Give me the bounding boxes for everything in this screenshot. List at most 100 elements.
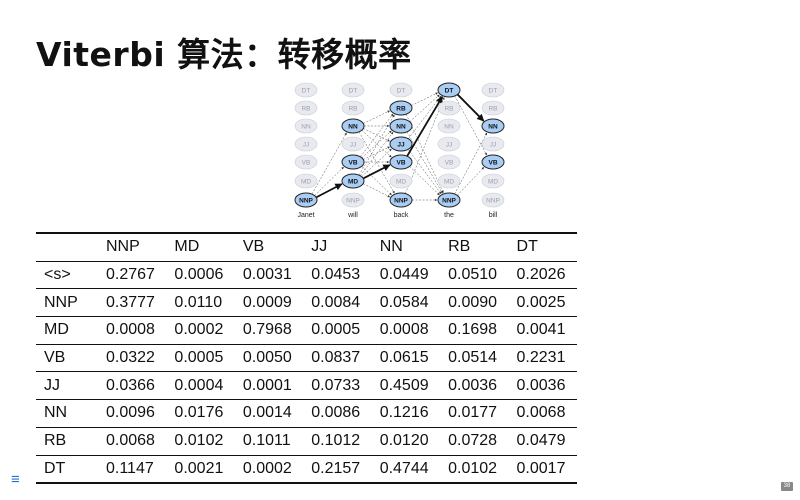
svg-text:DT: DT [445,87,454,94]
probability-cell: 0.0006 [174,266,224,284]
table-row: JJ 0.0366 0.0004 0.0001 0.0733 0.4509 0.0036 0.… [36,372,577,400]
page-number: 38 [781,482,793,491]
probability-cell: 0.0728 [448,432,498,450]
table-row: DT 0.1147 0.0021 0.0002 0.2157 0.4744 0.0102 0.… [36,455,577,484]
state-node-nnp: NNP [481,192,505,208]
state-node-nnp: NNP [389,192,413,208]
probability-cell: 0.0004 [174,376,224,394]
probability-cell: 0.0584 [379,293,429,311]
svg-text:VB: VB [396,159,405,166]
probability-cell: 0.0068 [106,432,155,450]
best-path-arrow [315,183,343,199]
row-label: MD [44,321,69,339]
transition-arrow [363,110,390,124]
state-node-md: MD [437,173,461,189]
svg-text:JJ: JJ [446,141,453,148]
table-row: <s> 0.2767 0.0006 0.0031 0.0453 0.0449 0.0510 0… [36,261,577,289]
svg-text:NN: NN [488,123,498,130]
menu-icon[interactable]: ≡ [11,471,20,488]
probability-cell: 0.4509 [379,376,429,394]
probability-cell: 0.0102 [174,432,224,450]
transition-arrow [358,131,395,194]
state-node-nn: NN [437,118,461,134]
probability-cell: 0.0733 [311,376,361,394]
probability-cell: 0.0102 [448,459,498,477]
probability-cell: 0.0510 [448,266,498,284]
probability-cell: 0.1012 [311,432,361,450]
transition-arrow [406,131,443,194]
svg-text:NNP: NNP [346,197,360,204]
state-node-md: MD [481,173,505,189]
svg-text:MD: MD [396,178,406,185]
transition-arrow [454,132,488,195]
table-row: NN 0.0096 0.0176 0.0014 0.0086 0.1216 0.0177 0.… [36,400,577,428]
column-header-dt: DT [516,238,538,256]
svg-text:MD: MD [348,178,358,185]
probability-cell: 0.0096 [106,404,155,422]
state-node-jj: JJ [481,136,505,152]
state-node-nnp: NNP [294,192,318,208]
svg-text:RB: RB [348,105,357,112]
probability-cell: 0.0036 [516,376,566,394]
state-node-nn: NN [294,118,318,134]
transition-arrow [411,92,438,106]
best-path-arrow [362,164,391,180]
svg-text:JJ: JJ [490,141,497,148]
state-node-nn: NN [389,118,413,134]
state-node-jj: JJ [437,136,461,152]
transition-arrow [360,131,394,176]
probability-cell: 0.0110 [174,293,223,311]
state-node-nn: NN [341,118,365,134]
transition-arrow [361,130,392,158]
state-node-rb: RB [341,100,365,116]
column-header-nnp: NNP [106,238,140,256]
svg-text:DT: DT [302,87,311,94]
transition-arrow [363,128,390,142]
transition-arrow [360,113,394,157]
probability-cell: 0.0068 [516,404,566,422]
word-label: will [347,212,358,219]
transition-arrow [358,114,395,176]
probability-cell: 0.7968 [242,321,292,339]
column-header-nn: NN [379,238,403,256]
column-header-vb: VB [242,238,265,256]
word-label: back [394,212,409,219]
state-node-rb: RB [437,100,461,116]
transition-arrow [409,94,440,122]
probability-cell: 0.0002 [174,321,224,339]
svg-text:MD: MD [488,178,498,185]
state-node-dt: DT [389,82,413,98]
probability-cell: 0.0005 [174,349,224,367]
state-node-jj: JJ [341,136,365,152]
word-label: bill [489,212,498,219]
probability-cell: 0.0120 [379,432,429,450]
probability-cell: 0.2157 [311,459,361,477]
state-node-nn: NN [481,118,505,134]
state-node-dt: DT [294,82,318,98]
svg-text:VB: VB [445,159,454,166]
table-row: VB 0.0322 0.0005 0.0050 0.0837 0.0615 0.0514 0.… [36,344,577,372]
probability-cell: 0.0021 [174,459,224,477]
svg-text:MD: MD [444,178,454,185]
probability-cell: 0.0366 [106,376,155,394]
trellis-edges [311,92,488,202]
best-path-arrow [406,96,444,157]
svg-text:RB: RB [488,105,497,112]
probability-cell: 0.0009 [242,293,292,311]
probability-cell: 0.0036 [448,376,498,394]
probability-cell: 0.0002 [242,459,292,477]
probability-cell: 0.0041 [516,321,566,339]
probability-cell: 0.0008 [379,321,429,339]
row-label: NN [44,404,68,422]
transition-arrow [454,95,487,156]
word-label: the [444,212,454,219]
probability-cell: 0.2767 [106,266,155,284]
state-node-vb: VB [481,154,505,170]
probability-cell: 0.2026 [516,266,566,284]
probability-cell: 0.1216 [379,404,429,422]
viterbi-trellis-diagram: DT RB NN JJ VB MD NNP DT RB NN JJ VB MD NNP DT RB NN JJ VB… [294,82,505,219]
svg-text:NNP: NNP [442,197,456,204]
probability-cell: 0.0084 [311,293,361,311]
svg-text:NN: NN [396,123,406,130]
probability-cell: 0.0479 [516,432,566,450]
